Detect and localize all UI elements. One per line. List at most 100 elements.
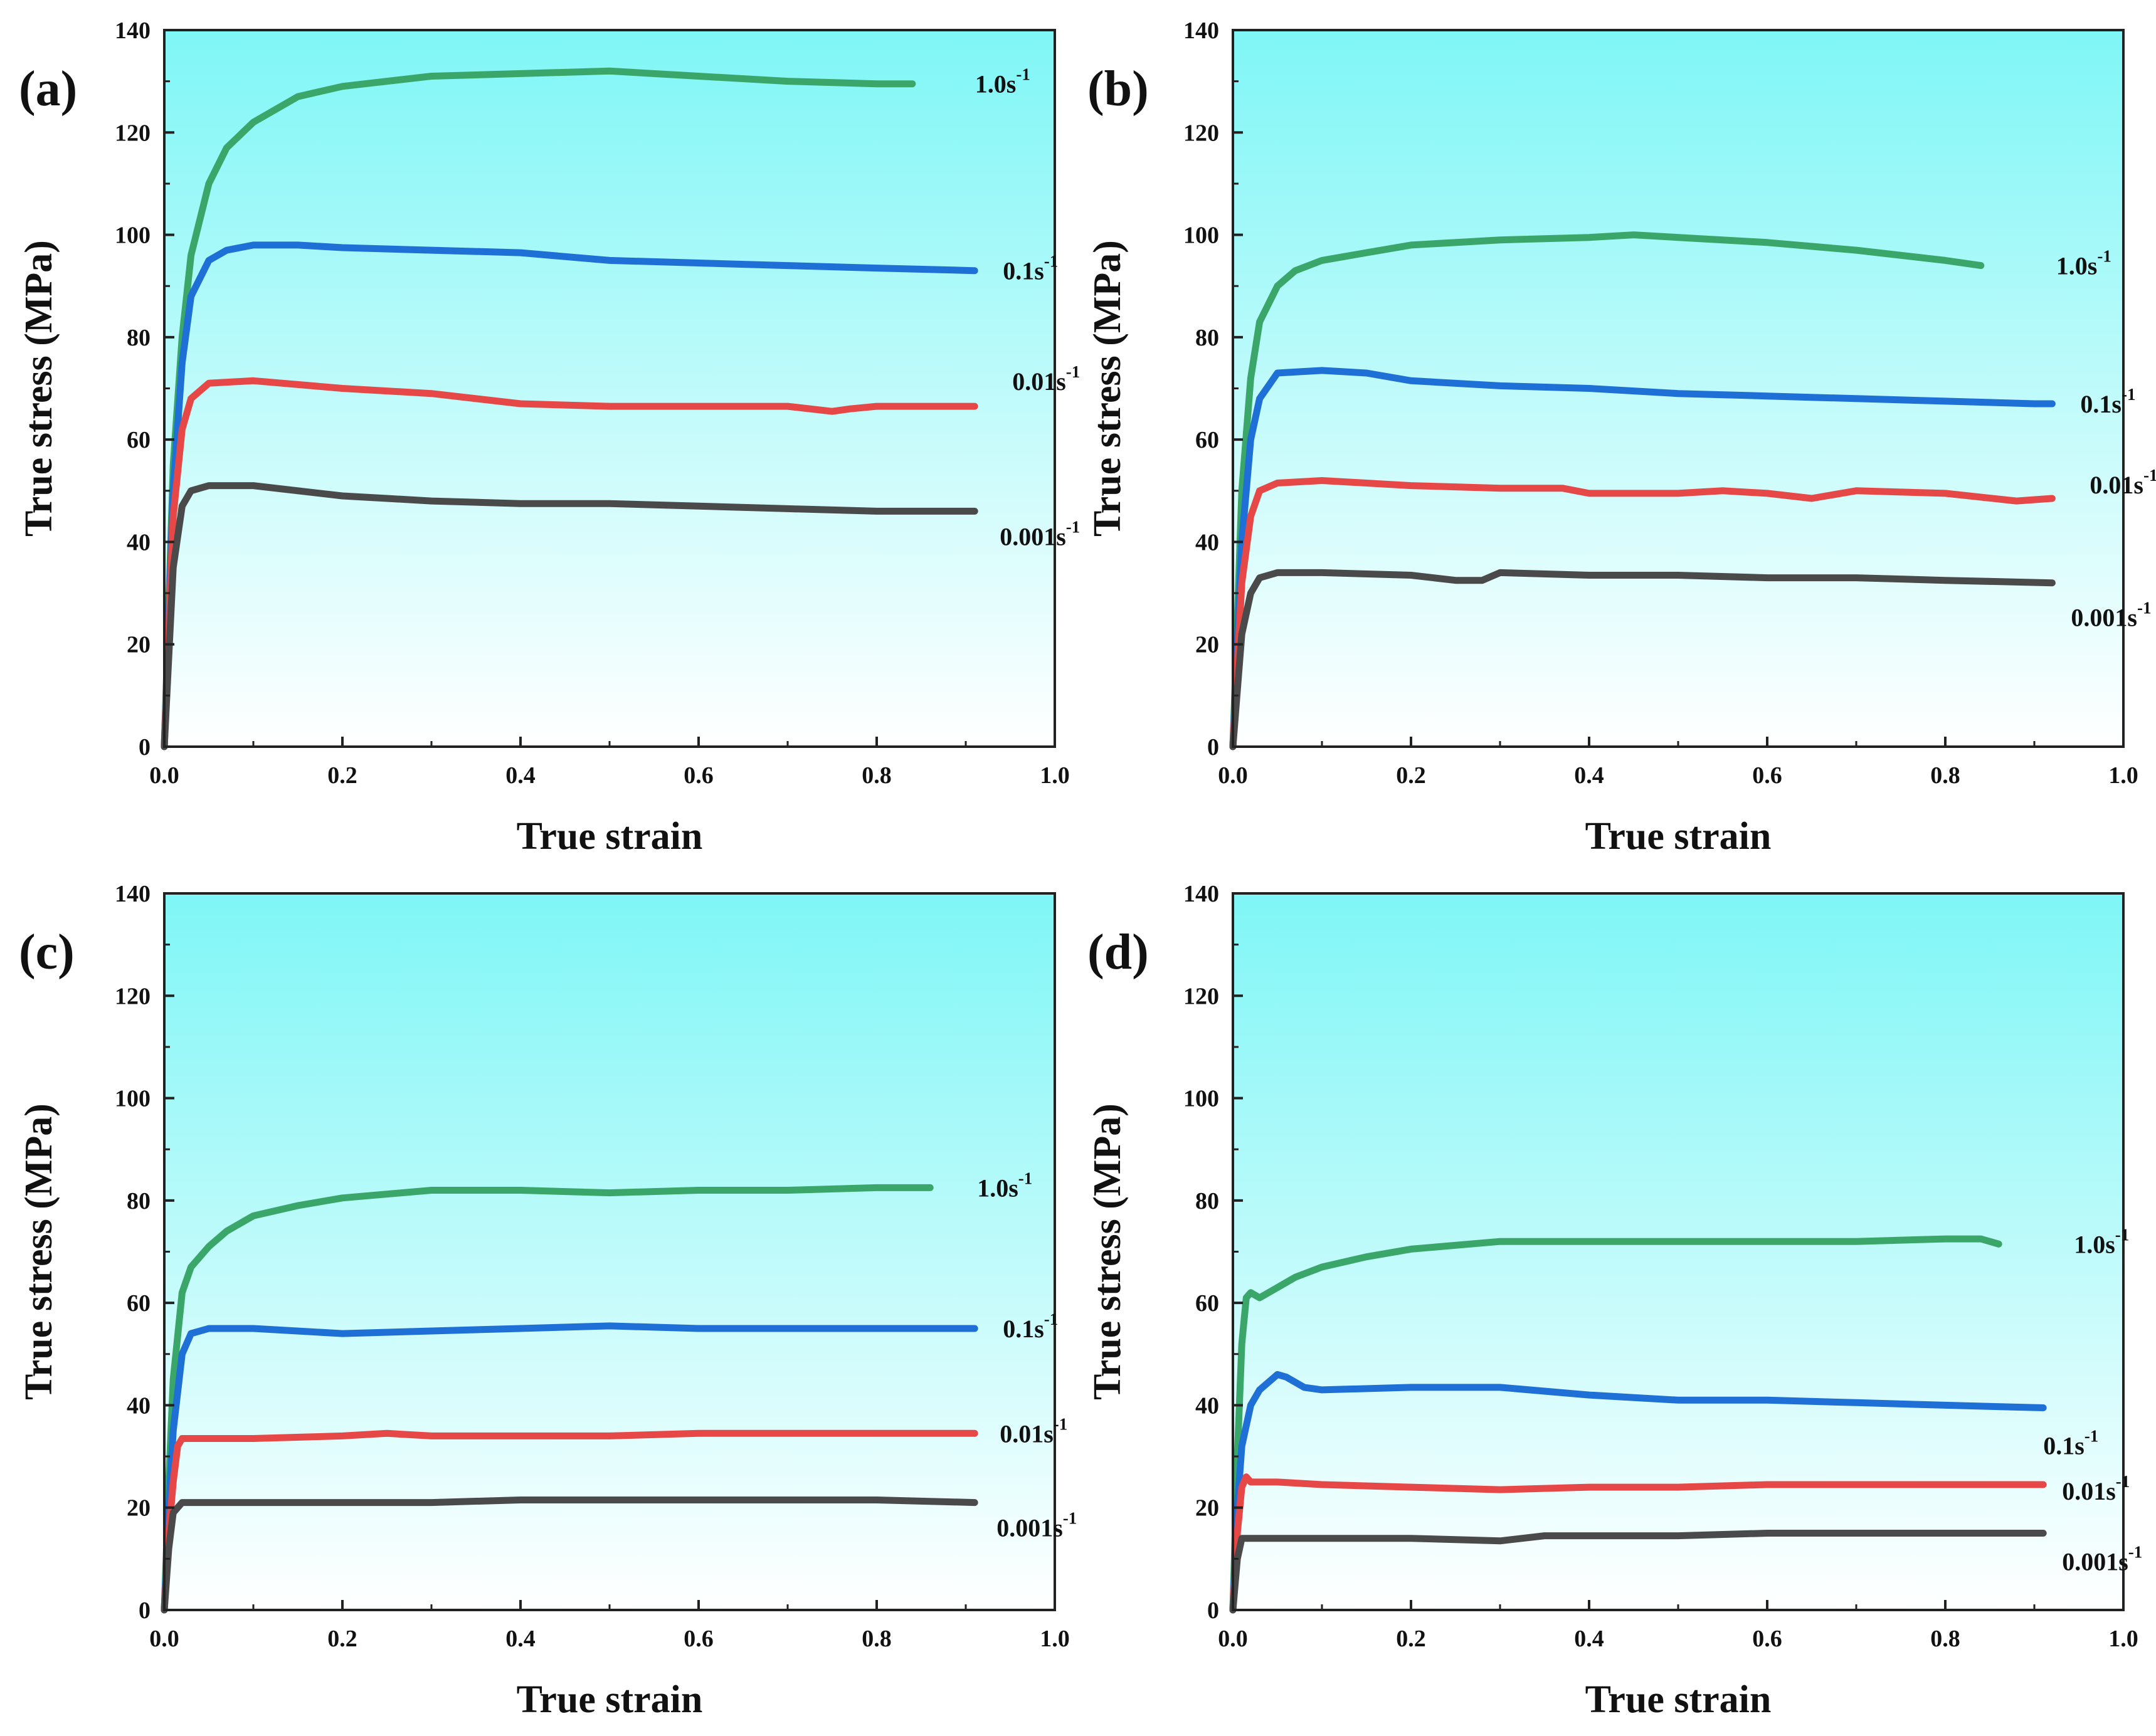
y-tick-label: 80 (127, 1188, 151, 1214)
x-tick-label: 0.2 (327, 762, 357, 789)
y-tick-label: 40 (1195, 1392, 1219, 1419)
y-tick-label: 120 (1183, 983, 1219, 1009)
x-axis-title: True strain (1585, 1678, 1772, 1721)
series-line-0.01 (161, 1429, 978, 1614)
x-tick-label: 0.6 (684, 762, 714, 789)
series-line-1.0 (161, 67, 916, 750)
y-tick-label: 100 (115, 1086, 151, 1112)
series-line-0.1 (1229, 367, 2056, 750)
series-line-1.0 (1229, 231, 1985, 750)
y-axis-title: True stress (MPa) (18, 1103, 60, 1400)
x-axis-title: True strain (517, 1678, 703, 1721)
series-line-0.1 (161, 241, 978, 750)
y-tick-label: 60 (1195, 1290, 1219, 1317)
series-label: 1.0s-1 (977, 1169, 1032, 1202)
x-tick-label: 1.0 (1040, 762, 1070, 789)
x-tick-label: 0.2 (327, 1626, 357, 1652)
y-tick-label: 0 (139, 1597, 151, 1624)
series-line-0.001 (1229, 569, 2056, 750)
plot-area (164, 30, 1055, 747)
y-tick-label: 40 (127, 1392, 151, 1419)
y-tick-label: 120 (115, 120, 151, 146)
plot-area (1233, 893, 2123, 1610)
series-label: 1.0s-1 (2056, 247, 2111, 280)
series-label: 0.001s-1 (1000, 517, 1080, 550)
series-label: 0.1s-1 (2080, 385, 2135, 418)
y-axis-title: True stress (MPa) (18, 240, 60, 537)
y-tick-label: 100 (1183, 1086, 1219, 1112)
y-tick-label: 40 (127, 529, 151, 555)
series-line-1.0 (1229, 1235, 2002, 1614)
panel-a: 0.0 0.2 0.4 0.6 0.8 1.0 0 20 40 60 80 100 120 140 True… (18, 18, 1080, 858)
series-line-0.01 (161, 377, 978, 750)
series-label: 0.1s-1 (1003, 1310, 1058, 1343)
series-label: 0.01s-1 (1000, 1414, 1067, 1448)
y-tick-label: 20 (127, 1495, 151, 1522)
y-tick-label: 20 (1195, 632, 1219, 658)
panel-letter: (d) (1087, 925, 1149, 980)
x-tick-label: 0.0 (149, 762, 179, 789)
y-tick-label: 80 (1195, 325, 1219, 351)
series-label: 0.001s-1 (996, 1509, 1077, 1542)
y-tick-label: 100 (115, 223, 151, 249)
x-axis-title: True strain (517, 815, 703, 858)
series-label: 0.001s-1 (2062, 1543, 2142, 1576)
y-tick-label: 100 (1183, 223, 1219, 249)
panel-d: 0.0 0.2 0.4 0.6 0.8 1.0 0 20 40 60 80 100 120 140 True… (1086, 881, 2142, 1721)
y-tick-label: 60 (1195, 427, 1219, 453)
x-tick-label: 0.0 (1218, 762, 1248, 789)
series-label: 0.1s-1 (1003, 252, 1058, 285)
series-label: 0.01s-1 (2090, 466, 2156, 499)
x-tick-label: 0.8 (862, 1626, 892, 1652)
panel-letter: (c) (19, 925, 75, 980)
series-line-0.1 (161, 1322, 978, 1614)
y-tick-label: 140 (115, 881, 151, 907)
y-tick-label: 140 (1183, 18, 1219, 44)
y-axis-title: True stress (MPa) (1086, 1103, 1129, 1400)
y-tick-label: 140 (115, 18, 151, 44)
y-tick-label: 0 (1207, 1597, 1219, 1624)
x-tick-label: 1.0 (2108, 762, 2138, 789)
series-line-1.0 (161, 1184, 934, 1614)
series-line-0.1 (1229, 1370, 2047, 1614)
series-label: 0.001s-1 (2071, 599, 2151, 632)
plot-area (1233, 30, 2123, 747)
x-tick-label: 0.4 (1574, 1626, 1604, 1652)
series-label: 0.01s-1 (2062, 1472, 2130, 1505)
y-tick-label: 120 (1183, 120, 1219, 146)
y-tick-label: 20 (127, 632, 151, 658)
plot-area (164, 893, 1055, 1610)
y-tick-label: 140 (1183, 881, 1219, 907)
series-line-0.01 (1229, 1473, 2047, 1614)
x-tick-label: 0.4 (1574, 762, 1604, 789)
y-tick-label: 60 (127, 1290, 151, 1317)
x-tick-label: 0.4 (505, 762, 536, 789)
y-tick-label: 80 (127, 325, 151, 351)
series-label: 0.1s-1 (2043, 1427, 2098, 1460)
x-tick-label: 0.0 (1218, 1626, 1248, 1652)
x-tick-label: 0.8 (1930, 1626, 1960, 1652)
x-tick-label: 0.8 (862, 762, 892, 789)
series-line-0.001 (161, 482, 978, 750)
x-tick-label: 0.2 (1396, 762, 1426, 789)
y-tick-label: 120 (115, 983, 151, 1009)
x-tick-label: 1.0 (1040, 1626, 1070, 1652)
y-axis-title: True stress (MPa) (1086, 240, 1129, 537)
series-label: 0.01s-1 (1012, 362, 1080, 396)
series-label: 1.0s-1 (975, 65, 1030, 98)
panel-letter: (b) (1087, 61, 1149, 117)
series-line-0.01 (1229, 477, 2056, 750)
x-tick-label: 1.0 (2108, 1626, 2138, 1652)
x-tick-label: 0.6 (684, 1626, 714, 1652)
x-tick-label: 0.6 (1752, 762, 1782, 789)
y-tick-label: 0 (139, 734, 151, 760)
y-tick-label: 0 (1207, 734, 1219, 760)
series-label: 1.0s-1 (2074, 1225, 2129, 1258)
x-tick-label: 0.2 (1396, 1626, 1426, 1652)
series-line-0.001 (1229, 1530, 2047, 1614)
panel-b: 0.0 0.2 0.4 0.6 0.8 1.0 0 20 40 60 80 100 120 140 True… (1086, 18, 2156, 858)
y-tick-label: 80 (1195, 1188, 1219, 1214)
x-tick-label: 0.8 (1930, 762, 1960, 789)
x-tick-label: 0.0 (149, 1626, 179, 1652)
